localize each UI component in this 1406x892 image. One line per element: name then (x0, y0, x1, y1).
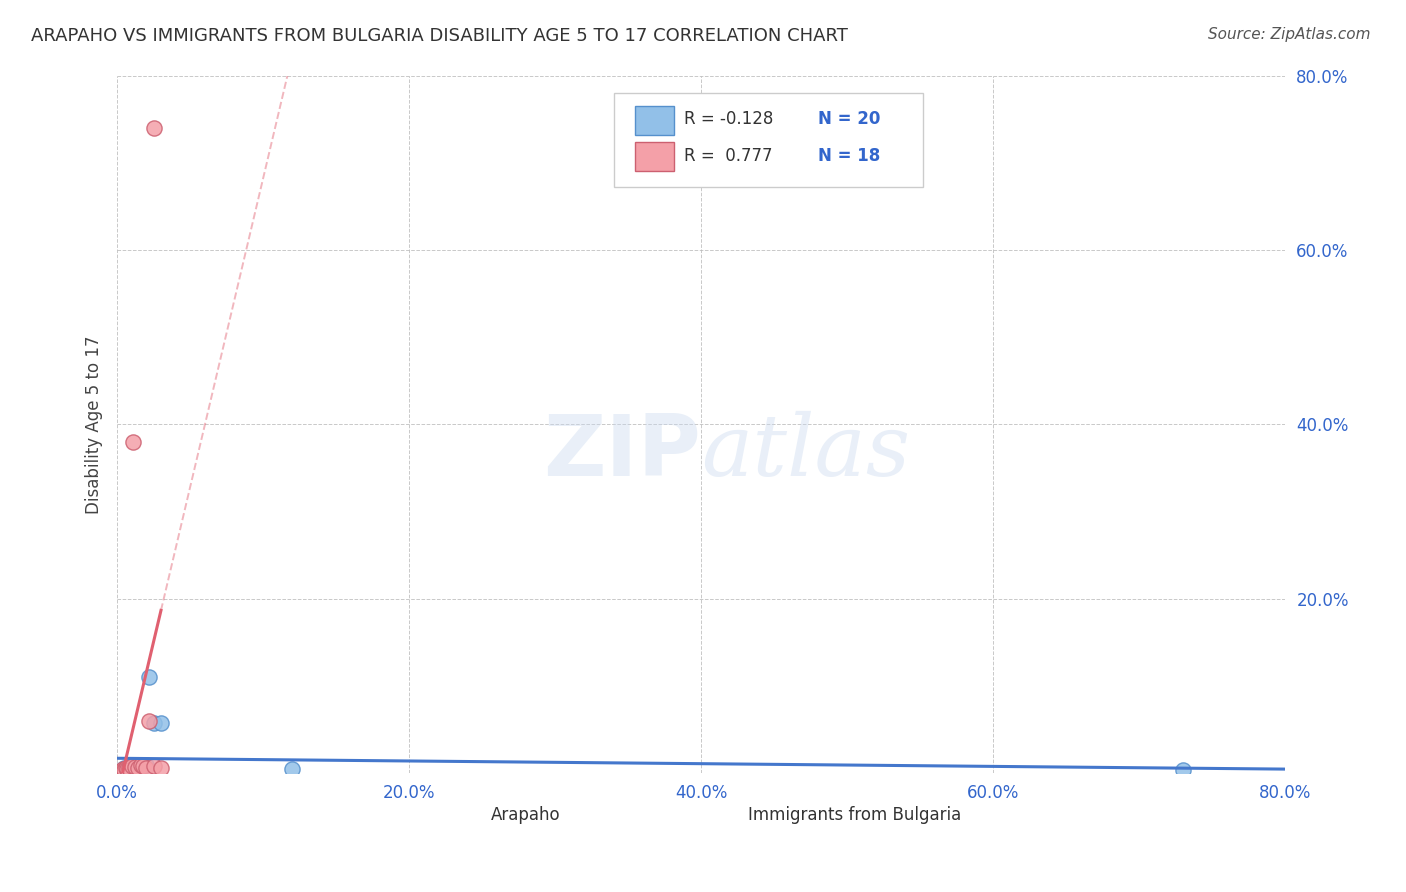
Text: N = 18: N = 18 (818, 147, 880, 165)
Point (115, 763, 138, 777)
FancyBboxPatch shape (613, 93, 924, 187)
Point (128, 761, 150, 775)
Point (150, 761, 173, 775)
FancyBboxPatch shape (634, 142, 675, 171)
Point (150, 715, 173, 730)
Point (115, 761, 138, 775)
Text: Source: ZipAtlas.com: Source: ZipAtlas.com (1208, 27, 1371, 42)
Point (110, 763, 132, 777)
FancyBboxPatch shape (447, 804, 482, 827)
Point (138, 714, 160, 728)
Point (112, 762, 135, 776)
Point (129, 759, 152, 773)
Text: atlas: atlas (702, 411, 910, 493)
FancyBboxPatch shape (634, 105, 675, 135)
Point (117, 762, 139, 776)
Point (1171, 763, 1194, 777)
Point (117, 762, 139, 776)
Point (281, 762, 304, 776)
Text: R = -0.128: R = -0.128 (683, 111, 773, 128)
Point (142, 120, 165, 135)
Text: ZIP: ZIP (544, 411, 702, 494)
Point (125, 762, 148, 776)
FancyBboxPatch shape (704, 804, 738, 827)
Point (121, 759, 143, 773)
Point (132, 757, 155, 772)
Point (138, 670, 160, 684)
Text: Arapaho: Arapaho (491, 806, 561, 824)
Point (118, 761, 141, 775)
Point (122, 434, 145, 449)
Text: N = 20: N = 20 (818, 111, 880, 128)
Point (127, 760, 149, 774)
Point (121, 762, 143, 776)
Point (127, 761, 149, 775)
Y-axis label: Disability Age 5 to 17: Disability Age 5 to 17 (86, 335, 103, 514)
Point (120, 763, 142, 777)
Text: Immigrants from Bulgaria: Immigrants from Bulgaria (748, 806, 962, 824)
Point (135, 761, 157, 775)
Point (142, 759, 165, 773)
Point (114, 763, 136, 777)
Text: R =  0.777: R = 0.777 (683, 147, 772, 165)
Point (132, 759, 155, 773)
Point (120, 763, 142, 777)
Text: ARAPAHO VS IMMIGRANTS FROM BULGARIA DISABILITY AGE 5 TO 17 CORRELATION CHART: ARAPAHO VS IMMIGRANTS FROM BULGARIA DISA… (31, 27, 848, 45)
Point (135, 758, 157, 772)
Point (118, 761, 141, 775)
Point (110, 763, 132, 777)
Point (142, 715, 165, 730)
Point (122, 760, 145, 774)
Point (114, 761, 136, 775)
Point (124, 761, 146, 775)
Point (129, 757, 152, 772)
Point (124, 760, 146, 774)
